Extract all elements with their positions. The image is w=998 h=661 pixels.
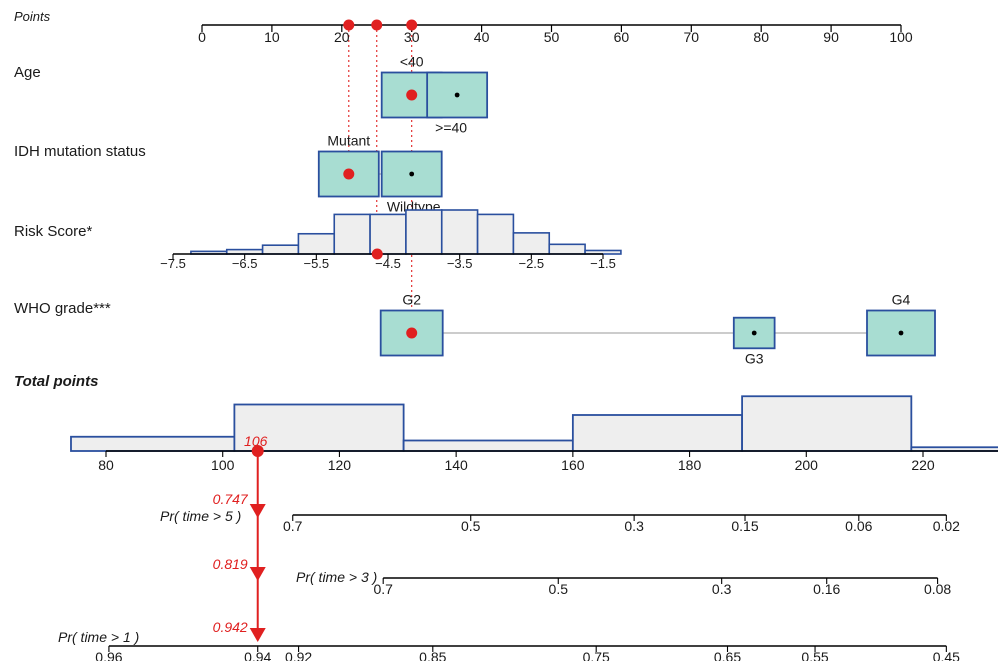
risk-score-histogram-bar <box>369 213 407 255</box>
points-tick-label: 80 <box>753 29 769 45</box>
total-points-tick-label: 100 <box>211 457 235 473</box>
level-label: <40 <box>400 54 424 70</box>
risk-score-tick-label: −2.5 <box>518 256 544 271</box>
probability-tick-label: 0.15 <box>731 518 758 534</box>
selected-total-marker <box>251 445 264 457</box>
probability-tick-label: 0.85 <box>419 649 446 661</box>
probability-value-label: 0.942 <box>213 619 248 635</box>
probability-tick-label: 0.06 <box>845 518 872 534</box>
probability-value-label: 0.819 <box>213 556 248 572</box>
total-points-histogram-bar <box>70 435 236 452</box>
selected-level-marker <box>406 327 418 339</box>
probability-tick-label: 0.96 <box>95 649 122 661</box>
probability-tick-label: 0.65 <box>714 649 741 661</box>
probability-tick-label: 0.7 <box>283 518 303 534</box>
points-tick-label: 50 <box>544 29 560 45</box>
total-points-title: Total points <box>14 373 98 390</box>
points-axis-title: Points <box>14 9 51 24</box>
total-points-histogram-bar <box>741 395 913 452</box>
chart-marks-layer: Points 0 10 20 30 40 50 60 70 80 90 100 Age <40 >=40 ID… <box>14 9 998 661</box>
probability-scale-label: Pr( time > 1 ) <box>58 629 139 645</box>
total-points-tick-label: 180 <box>678 457 702 473</box>
risk-score-tick-label: −7.5 <box>160 256 186 271</box>
probability-value-label: 0.747 <box>213 491 249 507</box>
selected-points-marker <box>406 19 418 31</box>
level-label: Mutant <box>327 133 370 149</box>
risk-score-histogram-bar <box>261 244 300 255</box>
level-label: G4 <box>892 292 911 308</box>
probability-tick-label: 0.75 <box>583 649 610 661</box>
points-tick-label: 70 <box>684 29 700 45</box>
probability-tick-label: 0.55 <box>801 649 828 661</box>
probability-tick-label: 0.3 <box>712 581 732 597</box>
points-tick-label: 0 <box>198 29 206 45</box>
points-tick-label: 100 <box>889 29 913 45</box>
selected-level-marker <box>343 168 355 180</box>
probability-tick-label: 0.94 <box>244 649 271 661</box>
risk-score-histogram-bar <box>548 243 586 255</box>
probability-tick-label: 0.16 <box>813 581 840 597</box>
level-point-3-1 <box>751 330 757 336</box>
points-tick-label: 60 <box>614 29 630 45</box>
points-tick-label: 40 <box>474 29 490 45</box>
risk-score-histogram-bar <box>440 209 479 255</box>
probability-tick-label: 0.08 <box>924 581 951 597</box>
selected-points-marker <box>343 19 355 31</box>
risk-score-tick-label: −6.5 <box>232 256 258 271</box>
points-tick-label: 10 <box>264 29 280 45</box>
total-points-tick-label: 140 <box>444 457 468 473</box>
risk-score-tick-label: −1.5 <box>590 256 616 271</box>
probability-arrow-marker <box>249 628 266 642</box>
variable-label-0: Age <box>14 64 41 81</box>
variable-label-2: Risk Score* <box>14 223 93 240</box>
highlight-layer: 106 0.747 0.819 0.942 <box>213 19 418 642</box>
level-point-1-1 <box>409 171 415 177</box>
total-points-histogram-bar <box>402 439 574 452</box>
risk-score-histogram-bar <box>512 232 551 255</box>
level-label: G2 <box>402 292 421 308</box>
total-points-histogram-bar <box>233 403 405 452</box>
level-point-3-2 <box>898 330 904 336</box>
probability-tick-label: 0.92 <box>285 649 312 661</box>
probability-tick-label: 0.3 <box>624 518 644 534</box>
probability-arrow-marker <box>249 504 266 518</box>
level-label: >=40 <box>435 120 467 136</box>
probability-tick-label: 0.5 <box>549 581 569 597</box>
probability-scale-label: Pr( time > 3 ) <box>296 569 377 585</box>
risk-score-histogram-bar <box>297 232 336 255</box>
risk-score-tick-label: −4.5 <box>375 256 401 271</box>
risk-score-histogram-bar <box>476 213 515 255</box>
risk-score-histogram-bar <box>405 209 443 255</box>
selected-points-marker <box>371 19 383 31</box>
risk-score-histogram-bar <box>333 213 371 255</box>
risk-score-tick-label: −3.5 <box>447 256 473 271</box>
total-points-tick-label: 160 <box>561 457 585 473</box>
variable-label-3: WHO grade*** <box>14 300 111 317</box>
total-points-tick-label: 200 <box>795 457 819 473</box>
selected-level-marker <box>406 89 418 101</box>
risk-score-tick-label: −5.5 <box>303 256 329 271</box>
level-label: G3 <box>745 350 764 366</box>
points-tick-label: 30 <box>404 29 420 45</box>
probability-arrow-marker <box>249 567 266 581</box>
probability-scale-label: Pr( time > 5 ) <box>160 508 241 524</box>
probability-tick-label: 0.7 <box>373 581 393 597</box>
variable-label-1: IDH mutation status <box>14 143 146 160</box>
total-points-tick-label: 220 <box>911 457 935 473</box>
points-tick-label: 90 <box>823 29 839 45</box>
points-tick-label: 20 <box>334 29 350 45</box>
selected-total-label: 106 <box>244 433 268 449</box>
probability-tick-label: 0.02 <box>933 518 960 534</box>
total-points-tick-label: 120 <box>328 457 352 473</box>
selected-risk-marker <box>371 248 383 260</box>
total-points-histogram-bar <box>571 414 743 452</box>
total-points-tick-label: 80 <box>98 457 114 473</box>
level-point-0-1 <box>454 92 460 98</box>
probability-tick-label: 0.45 <box>933 649 960 661</box>
probability-tick-label: 0.5 <box>461 518 481 534</box>
